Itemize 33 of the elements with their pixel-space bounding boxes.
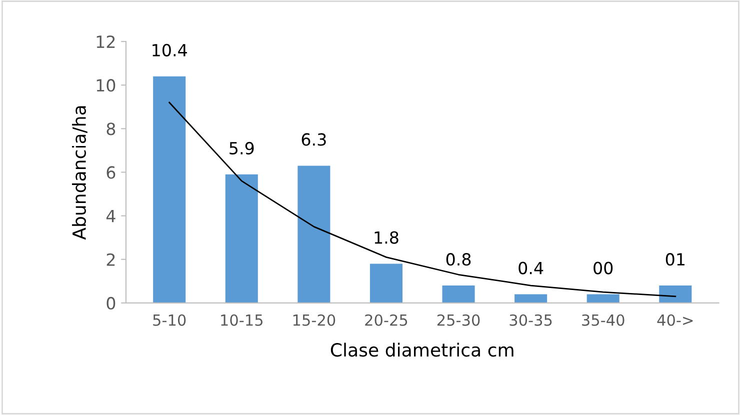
x-tick-label: 20-25: [365, 314, 408, 326]
data-label: 5.9: [230, 142, 254, 155]
y-tick-label: 6: [106, 166, 116, 179]
bar: [586, 294, 620, 303]
x-tick-label: 35-40: [582, 314, 624, 326]
data-label: 10.4: [152, 44, 187, 56]
data-label: 0.4: [518, 262, 544, 274]
bar: [153, 76, 186, 303]
bar: [514, 294, 548, 303]
x-tick-label: 5-10: [153, 314, 186, 326]
x-tick-label: 10-15: [221, 314, 262, 326]
bar: [659, 286, 692, 303]
y-tick-label: 8: [106, 122, 116, 136]
x-axis-title: Clase diametrica cm: [330, 342, 514, 357]
x-tick-label: 40->: [657, 314, 693, 326]
data-label: 01: [666, 253, 684, 266]
x-tick-label: 25-30: [437, 314, 480, 326]
bar: [442, 286, 475, 303]
y-tick-label: 0: [106, 296, 116, 310]
x-tick-label: 15-20: [293, 314, 336, 326]
bar: [225, 174, 258, 303]
bar: [370, 264, 402, 303]
data-label: 0.8: [446, 253, 471, 266]
data-label: 00: [594, 262, 613, 274]
bar: [298, 166, 330, 303]
y-axis-title: Abundancia/ha: [72, 106, 88, 240]
x-tick-label: 30-35: [510, 314, 552, 326]
y-tick-label: 2: [106, 253, 115, 266]
y-tick-label: 4: [106, 210, 116, 222]
data-label: 1.8: [374, 231, 398, 244]
y-tick-label: 10: [96, 79, 116, 92]
data-label: 6.3: [302, 133, 326, 146]
y-tick-label: 12: [96, 35, 115, 48]
